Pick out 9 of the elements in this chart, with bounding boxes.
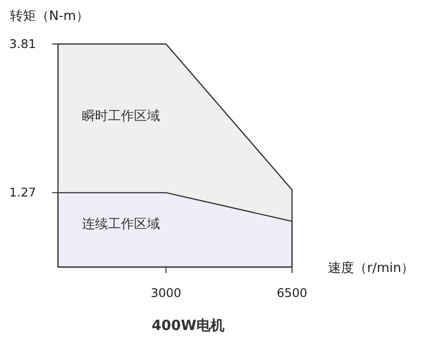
x-tick-label: 6500 (276, 286, 308, 300)
annotation: 连续工作区域 (82, 217, 160, 232)
y-tick-label: 3.81 (9, 37, 36, 51)
y-tick-label: 1.27 (9, 186, 36, 200)
annotation: 瞬时工作区域 (82, 109, 160, 124)
x-axis-title: 速度（r/min） (328, 260, 414, 276)
text: 400W电机 (152, 318, 224, 334)
y-axis-title: 转矩（N-m） (10, 9, 90, 24)
x-tick-label: 3000 (150, 286, 182, 300)
